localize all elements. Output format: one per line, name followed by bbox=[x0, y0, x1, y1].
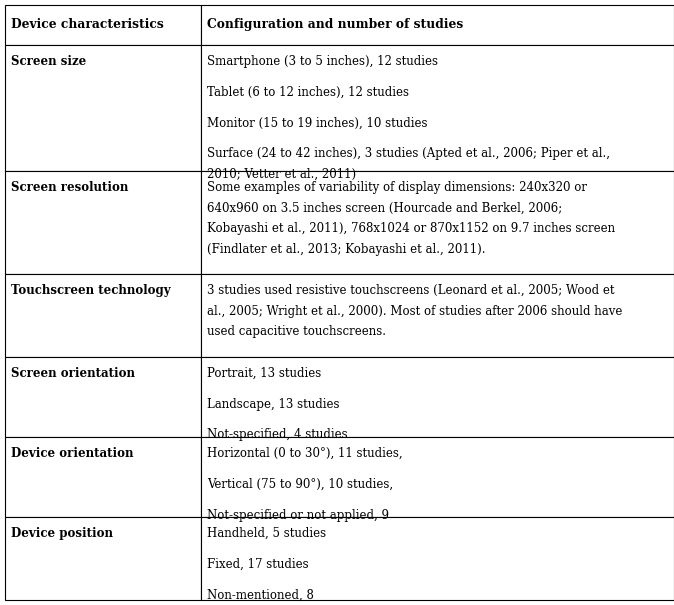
Bar bbox=[201, 437, 674, 517]
Bar bbox=[5, 171, 201, 274]
Text: al., 2005; Wright et al., 2000). Most of studies after 2006 should have: al., 2005; Wright et al., 2000). Most of… bbox=[207, 305, 622, 318]
Text: Horizontal (0 to 30°), 11 studies,: Horizontal (0 to 30°), 11 studies, bbox=[207, 447, 402, 460]
Text: Some examples of variability of display dimensions: 240x320 or: Some examples of variability of display … bbox=[207, 181, 587, 194]
Bar bbox=[5, 437, 201, 517]
Text: (Findlater et al., 2013; Kobayashi et al., 2011).: (Findlater et al., 2013; Kobayashi et al… bbox=[207, 243, 485, 256]
Bar bbox=[201, 5, 674, 45]
Text: Screen size: Screen size bbox=[11, 55, 87, 68]
Text: Kobayashi et al., 2011), 768x1024 or 870x1152 on 9.7 inches screen: Kobayashi et al., 2011), 768x1024 or 870… bbox=[207, 223, 615, 235]
Text: Not-specified, 4 studies: Not-specified, 4 studies bbox=[207, 428, 348, 442]
Text: Vertical (75 to 90°), 10 studies,: Vertical (75 to 90°), 10 studies, bbox=[207, 478, 393, 491]
Text: Landscape, 13 studies: Landscape, 13 studies bbox=[207, 397, 339, 411]
Text: Screen resolution: Screen resolution bbox=[11, 181, 129, 194]
Bar bbox=[201, 171, 674, 274]
Text: used capacitive touchscreens.: used capacitive touchscreens. bbox=[207, 325, 386, 338]
Text: Device characteristics: Device characteristics bbox=[11, 18, 164, 31]
Bar bbox=[5, 5, 201, 45]
Text: Non-mentioned, 8: Non-mentioned, 8 bbox=[207, 589, 313, 602]
Text: Fixed, 17 studies: Fixed, 17 studies bbox=[207, 558, 309, 571]
Bar bbox=[201, 517, 674, 600]
Text: Device position: Device position bbox=[11, 527, 113, 540]
Bar bbox=[5, 274, 201, 357]
Text: Surface (24 to 42 inches), 3 studies (Apted et al., 2006; Piper et al.,: Surface (24 to 42 inches), 3 studies (Ap… bbox=[207, 147, 610, 160]
Bar bbox=[5, 45, 201, 171]
Text: Not-specified or not applied, 9: Not-specified or not applied, 9 bbox=[207, 509, 389, 522]
Bar bbox=[5, 357, 201, 437]
Text: Screen orientation: Screen orientation bbox=[11, 367, 135, 380]
Text: 3 studies used resistive touchscreens (Leonard et al., 2005; Wood et: 3 studies used resistive touchscreens (L… bbox=[207, 284, 615, 297]
Bar bbox=[201, 357, 674, 437]
Text: Configuration and number of studies: Configuration and number of studies bbox=[207, 18, 463, 31]
Text: Portrait, 13 studies: Portrait, 13 studies bbox=[207, 367, 321, 380]
Text: Tablet (6 to 12 inches), 12 studies: Tablet (6 to 12 inches), 12 studies bbox=[207, 86, 409, 99]
Text: Handheld, 5 studies: Handheld, 5 studies bbox=[207, 527, 326, 540]
Text: Touchscreen technology: Touchscreen technology bbox=[11, 284, 171, 297]
Text: 640x960 on 3.5 inches screen (Hourcade and Berkel, 2006;: 640x960 on 3.5 inches screen (Hourcade a… bbox=[207, 201, 562, 215]
Text: Device orientation: Device orientation bbox=[11, 447, 134, 460]
Text: 2010; Vetter et al., 2011): 2010; Vetter et al., 2011) bbox=[207, 168, 356, 181]
Text: Smartphone (3 to 5 inches), 12 studies: Smartphone (3 to 5 inches), 12 studies bbox=[207, 55, 438, 68]
Bar bbox=[201, 45, 674, 171]
Bar bbox=[5, 517, 201, 600]
Bar bbox=[201, 274, 674, 357]
Text: Monitor (15 to 19 inches), 10 studies: Monitor (15 to 19 inches), 10 studies bbox=[207, 116, 427, 129]
